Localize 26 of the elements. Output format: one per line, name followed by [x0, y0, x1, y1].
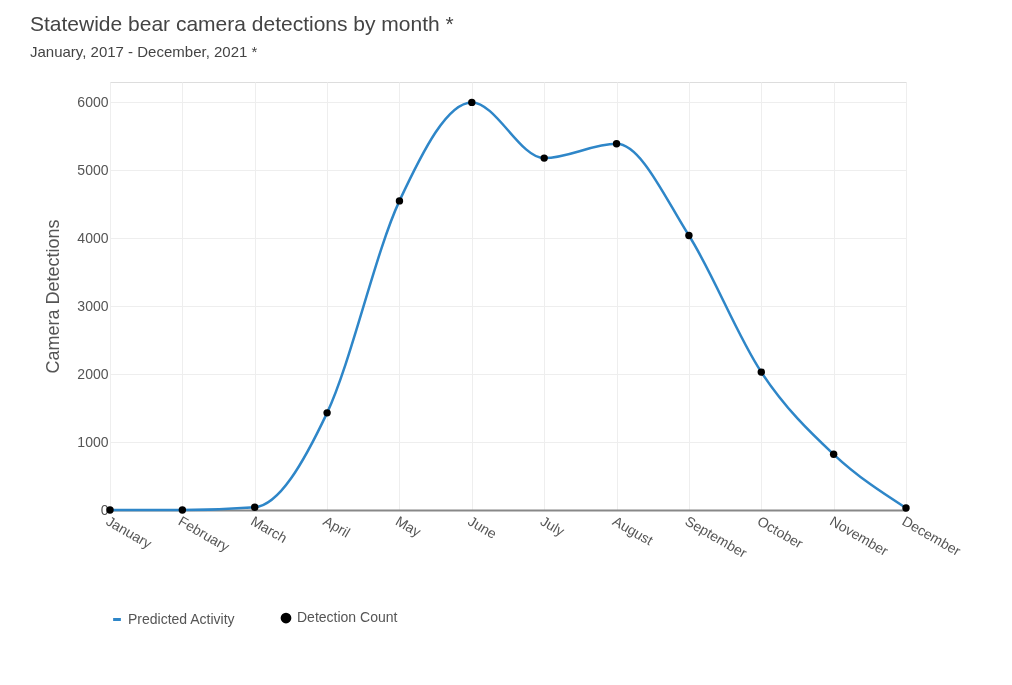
- y-tick-label: 4000: [77, 229, 109, 246]
- point: [251, 503, 259, 511]
- y-tick-label: 6000: [77, 93, 109, 110]
- x-tick-label: May: [392, 512, 424, 540]
- x-tick-label: June: [465, 512, 500, 542]
- x-tick-label: July: [537, 512, 568, 540]
- point: [612, 140, 621, 148]
- point: [468, 98, 476, 107]
- chart-subtitle: January, 2017 - December, 2021 *: [30, 43, 258, 60]
- point: [540, 154, 548, 162]
- point: [178, 506, 187, 514]
- legend-label: Predicted Activity: [128, 610, 235, 627]
- y-tick-label: 1000: [77, 433, 109, 450]
- point: [829, 450, 838, 458]
- y-axis-title: Camera Detections: [43, 219, 64, 374]
- point: [902, 504, 910, 512]
- legend-label: Detection Count: [297, 609, 398, 626]
- chart-title: Statewide bear camera detections by month *: [30, 12, 454, 35]
- y-tick-label: 2000: [77, 365, 109, 382]
- x-tick-label: April: [320, 512, 353, 541]
- point: [757, 368, 765, 376]
- y-tick-label: 5000: [77, 161, 109, 178]
- point: [395, 197, 404, 205]
- point: [685, 231, 693, 240]
- y-tick-label: 3000: [77, 297, 109, 314]
- point: [323, 409, 331, 417]
